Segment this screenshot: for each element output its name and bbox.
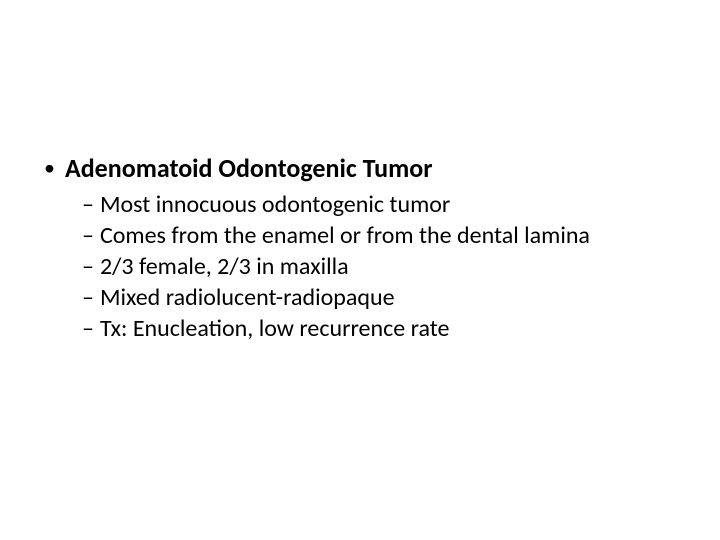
- dash-marker: –: [82, 190, 94, 220]
- sub-item-text: Mixed radiolucent-radiopaque: [100, 283, 395, 313]
- sub-item-text: Tx: Enucleation, low recurrence rate: [100, 314, 450, 344]
- list-item: – Comes from the enamel or from the dent…: [82, 221, 690, 251]
- dash-marker: –: [82, 252, 94, 282]
- sub-item-text: Most innocuous odontogenic tumor: [100, 190, 450, 220]
- list-item: – Most innocuous odontogenic tumor: [82, 190, 690, 220]
- bullet-marker: •: [44, 152, 55, 184]
- slide-content: • Adenomatoid Odontogenic Tumor – Most i…: [38, 152, 690, 345]
- slide: • Adenomatoid Odontogenic Tumor – Most i…: [0, 0, 720, 540]
- list-item: – Mixed radiolucent-radiopaque: [82, 283, 690, 313]
- heading-text: Adenomatoid Odontogenic Tumor: [65, 152, 432, 184]
- dash-marker: –: [82, 314, 94, 344]
- list-item: – Tx: Enucleation, low recurrence rate: [82, 314, 690, 344]
- dash-marker: –: [82, 221, 94, 251]
- list-item: – 2/3 female, 2/3 in maxilla: [82, 252, 690, 282]
- sub-item-text: Comes from the enamel or from the dental…: [100, 221, 590, 251]
- bullet-heading: • Adenomatoid Odontogenic Tumor: [38, 152, 690, 184]
- dash-marker: –: [82, 283, 94, 313]
- sub-item-text: 2/3 female, 2/3 in maxilla: [100, 252, 349, 282]
